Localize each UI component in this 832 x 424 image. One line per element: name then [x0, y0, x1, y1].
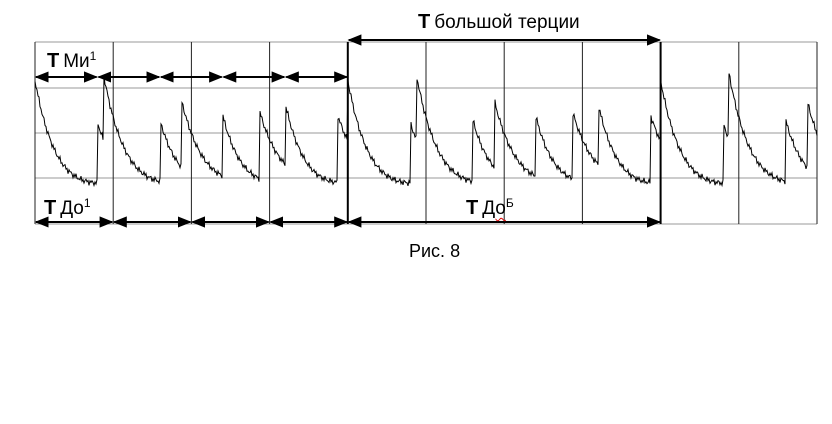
doB-label: T ДоБ: [466, 197, 514, 218]
caption: Рис. 8: [409, 241, 461, 261]
symbol: T: [44, 197, 57, 219]
mi1-label: T Ми1: [45, 49, 99, 72]
do1-label: T До1: [44, 197, 91, 218]
symbol: T: [466, 197, 479, 219]
symbol: T: [47, 50, 60, 72]
period-arrows: [34, 34, 661, 228]
symbol: T: [418, 11, 431, 33]
superscript: Б: [505, 196, 514, 210]
name: большой терции: [434, 12, 580, 33]
superscript: 1: [89, 49, 97, 63]
grid: [34, 41, 818, 225]
superscript: 1: [83, 196, 91, 210]
name: До: [482, 198, 506, 219]
name: До: [60, 198, 84, 219]
waveform: [34, 73, 818, 188]
name: Ми: [63, 51, 90, 72]
